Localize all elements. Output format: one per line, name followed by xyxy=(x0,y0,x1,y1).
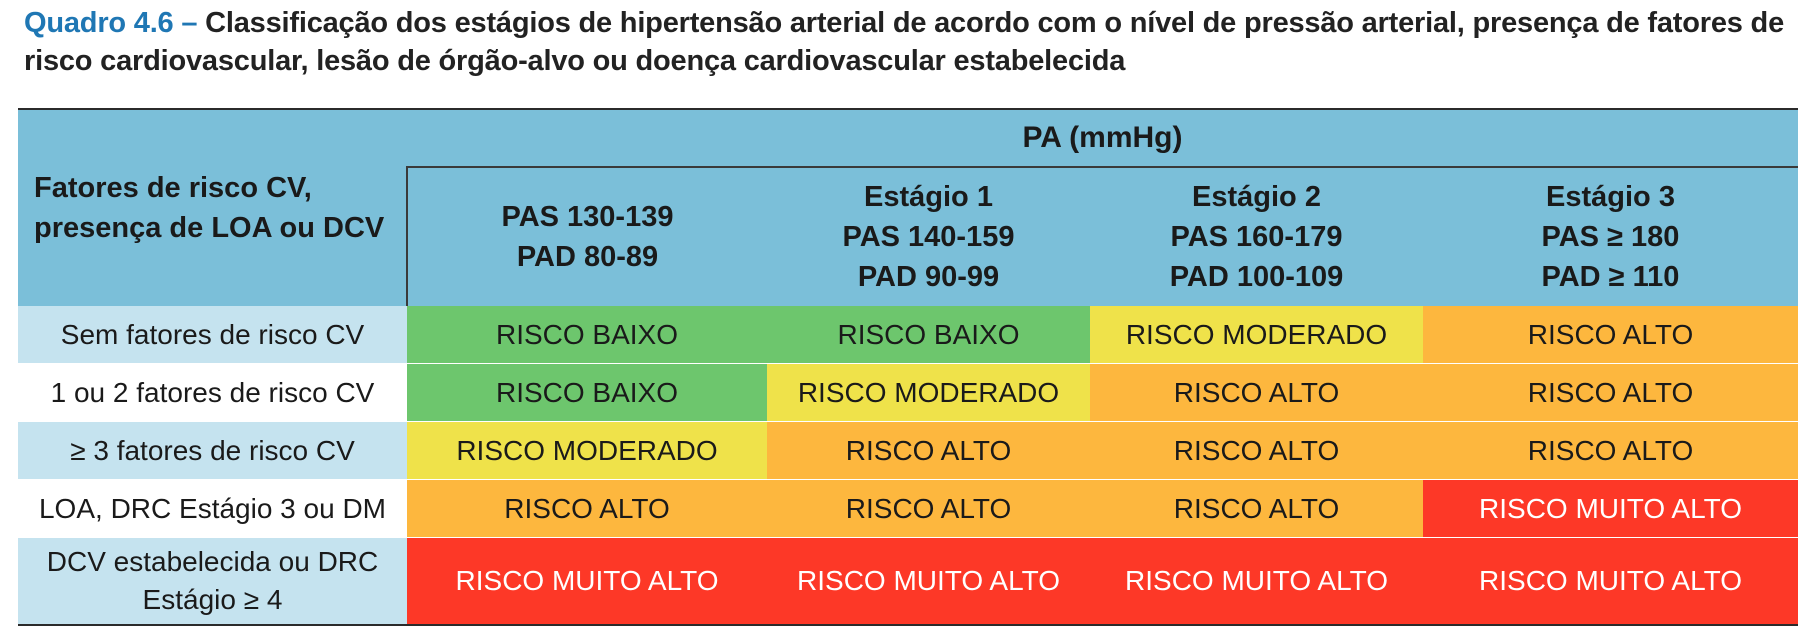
risk-cell: RISCO MODERADO xyxy=(767,363,1090,422)
risk-cell: RISCO BAIXO xyxy=(407,363,767,422)
column-header-line: Estágio 1 xyxy=(864,181,993,213)
column-header-line: PAS 140-159 xyxy=(842,221,1015,253)
risk-cell: RISCO MODERADO xyxy=(407,421,767,480)
column-header-stage-3: Estágio 3 PAS ≥ 180 PAD ≥ 110 xyxy=(1423,167,1798,306)
column-header-line: PAD 80-89 xyxy=(516,241,659,273)
table-row: ≥ 3 fatores de risco CV RISCO MODERADO R… xyxy=(18,421,1798,480)
row-label: Sem fatores de risco CV xyxy=(18,306,407,364)
table-row: LOA, DRC Estágio 3 ou DM RISCO ALTO RISC… xyxy=(18,479,1798,538)
row-label-header-line: presença de LOA ou DCV xyxy=(34,212,385,244)
caption-label: Quadro 4.6 – xyxy=(24,7,198,39)
risk-cell: RISCO ALTO xyxy=(1423,421,1798,480)
risk-cell: RISCO MUITO ALTO xyxy=(1090,537,1423,626)
risk-cell: RISCO ALTO xyxy=(1090,479,1423,538)
header-row-top: Fatores de risco CV, presença de LOA ou … xyxy=(18,108,1798,306)
risk-cell: RISCO BAIXO xyxy=(767,306,1090,364)
column-header-line: PAD 100-109 xyxy=(1169,261,1344,293)
risk-cell: RISCO ALTO xyxy=(1090,363,1423,422)
risk-cell: RISCO ALTO xyxy=(767,479,1090,538)
table-row: DCV estabelecida ou DRC Estágio ≥ 4 RISC… xyxy=(18,537,1798,626)
risk-classification-table: Fatores de risco CV, presença de LOA ou … xyxy=(18,108,1798,626)
table-caption: Quadro 4.6 – Classificação dos estágios … xyxy=(24,4,1800,80)
risk-cell: RISCO MODERADO xyxy=(1090,306,1423,364)
row-label-line: DCV estabelecida ou DRC xyxy=(46,546,379,577)
column-header-line: PAD ≥ 110 xyxy=(1541,261,1680,293)
column-header-line: PAS ≥ 180 xyxy=(1541,221,1680,253)
risk-cell: RISCO MUITO ALTO xyxy=(1423,537,1798,626)
row-label: 1 ou 2 fatores de risco CV xyxy=(18,363,407,422)
row-label: ≥ 3 fatores de risco CV xyxy=(18,421,407,480)
column-header-stage-1: Estágio 1 PAS 140-159 PAD 90-99 xyxy=(767,167,1090,306)
row-label-header: Fatores de risco CV, presença de LOA ou … xyxy=(18,108,407,306)
risk-cell: RISCO MUITO ALTO xyxy=(767,537,1090,626)
risk-cell: RISCO ALTO xyxy=(407,479,767,538)
column-header-stage-2: Estágio 2 PAS 160-179 PAD 100-109 xyxy=(1090,167,1423,306)
row-label: DCV estabelecida ou DRC Estágio ≥ 4 xyxy=(18,537,407,626)
risk-cell: RISCO ALTO xyxy=(1090,421,1423,480)
column-header-line: PAS 160-179 xyxy=(1170,221,1343,253)
row-label-line: Estágio ≥ 4 xyxy=(142,584,283,615)
row-label-header-line: Fatores de risco CV, xyxy=(34,172,312,204)
risk-cell: RISCO MUITO ALTO xyxy=(407,537,767,626)
row-label: LOA, DRC Estágio 3 ou DM xyxy=(18,479,407,538)
column-header-line: PAS 130-139 xyxy=(501,201,674,233)
pa-header: PA (mmHg) xyxy=(407,108,1798,168)
table-row: Sem fatores de risco CV RISCO BAIXO RISC… xyxy=(18,306,1798,364)
column-header-line: Estágio 2 xyxy=(1192,181,1321,213)
caption-text: Classificação dos estágios de hipertensã… xyxy=(24,7,1785,77)
risk-cell: RISCO MUITO ALTO xyxy=(1423,479,1798,538)
risk-cell: RISCO BAIXO xyxy=(407,306,767,364)
column-header-line: Estágio 3 xyxy=(1546,181,1675,213)
risk-cell: RISCO ALTO xyxy=(1423,363,1798,422)
column-header-line: PAD 90-99 xyxy=(857,261,1000,293)
column-header-normal: PAS 130-139 PAD 80-89 xyxy=(406,167,767,306)
table-row: 1 ou 2 fatores de risco CV RISCO BAIXO R… xyxy=(18,363,1798,422)
risk-cell: RISCO ALTO xyxy=(1423,306,1798,364)
risk-cell: RISCO ALTO xyxy=(767,421,1090,480)
header-row-stages: PAS 130-139 PAD 80-89 Estágio 1 PAS 140-… xyxy=(18,167,1798,306)
